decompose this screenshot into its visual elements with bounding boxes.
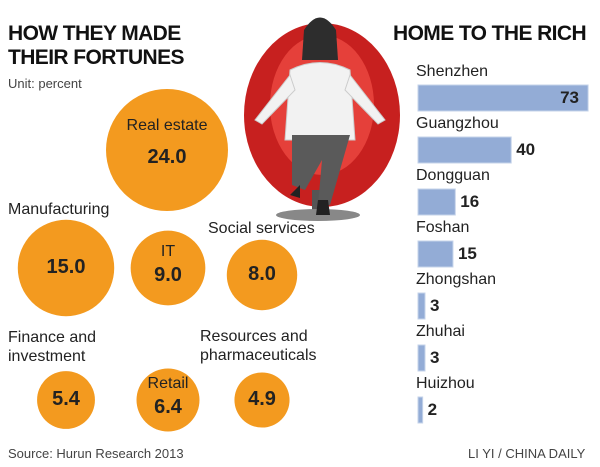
category-label: Foshan [416,219,470,236]
value-label: 40 [516,140,536,159]
value-label: 15 [457,244,477,263]
bar [417,84,589,112]
chart-title: HOW THEY MADE THEIR FORTUNES [8,22,185,69]
bar [417,240,454,268]
category-label: Shenzhen [416,63,489,80]
value-label: 5.4 [52,388,80,410]
chart-subtitle: Unit: percent [8,76,82,91]
bubble [17,219,115,317]
illustration [244,17,400,221]
category-label: Guangzhou [416,115,499,132]
bar [417,292,426,320]
category-label: Zhuhai [416,323,465,340]
arms [254,73,386,125]
category-label: Real estate [126,117,208,134]
value-label: 3 [429,296,440,315]
category-label: Finance and investment [8,329,97,365]
category-label: Resources and pharmaceuticals [200,328,317,364]
category-label: Dongguan [416,167,490,184]
chart-title: HOME TO THE RICH [393,22,587,45]
value-label: 16 [460,192,480,211]
category-label: Huizhou [416,375,475,392]
hair [302,17,338,60]
bar [417,344,426,372]
source: Source: Hurun Research 2013 [8,446,184,461]
bar [417,188,456,216]
bubble [106,89,228,211]
value-label: 73 [560,88,579,107]
jacket [284,62,356,141]
value-label: 15.0 [46,256,86,278]
value-label: 6.4 [154,396,182,418]
category-label: Zhongshan [416,271,497,288]
bubble [226,239,298,311]
value-label: 8.0 [248,263,276,285]
value-label: 3 [429,348,440,367]
value-label: 9.0 [154,264,182,286]
bar [417,396,424,424]
category-label: Manufacturing [8,201,110,218]
value-label: 2 [427,400,438,419]
credit: LI YI / CHINA DAILY [468,446,586,461]
shoes [290,185,330,215]
bar [417,136,512,164]
category-label: IT [160,243,176,260]
bubble [130,230,206,306]
category-label: Retail [147,375,189,392]
bubble [37,371,95,429]
value-label: 24.0 [147,146,187,168]
value-label: 4.9 [248,388,276,410]
category-label: Social services [208,220,315,237]
bubble [234,372,290,428]
legs [292,135,350,205]
bubble [136,368,200,432]
